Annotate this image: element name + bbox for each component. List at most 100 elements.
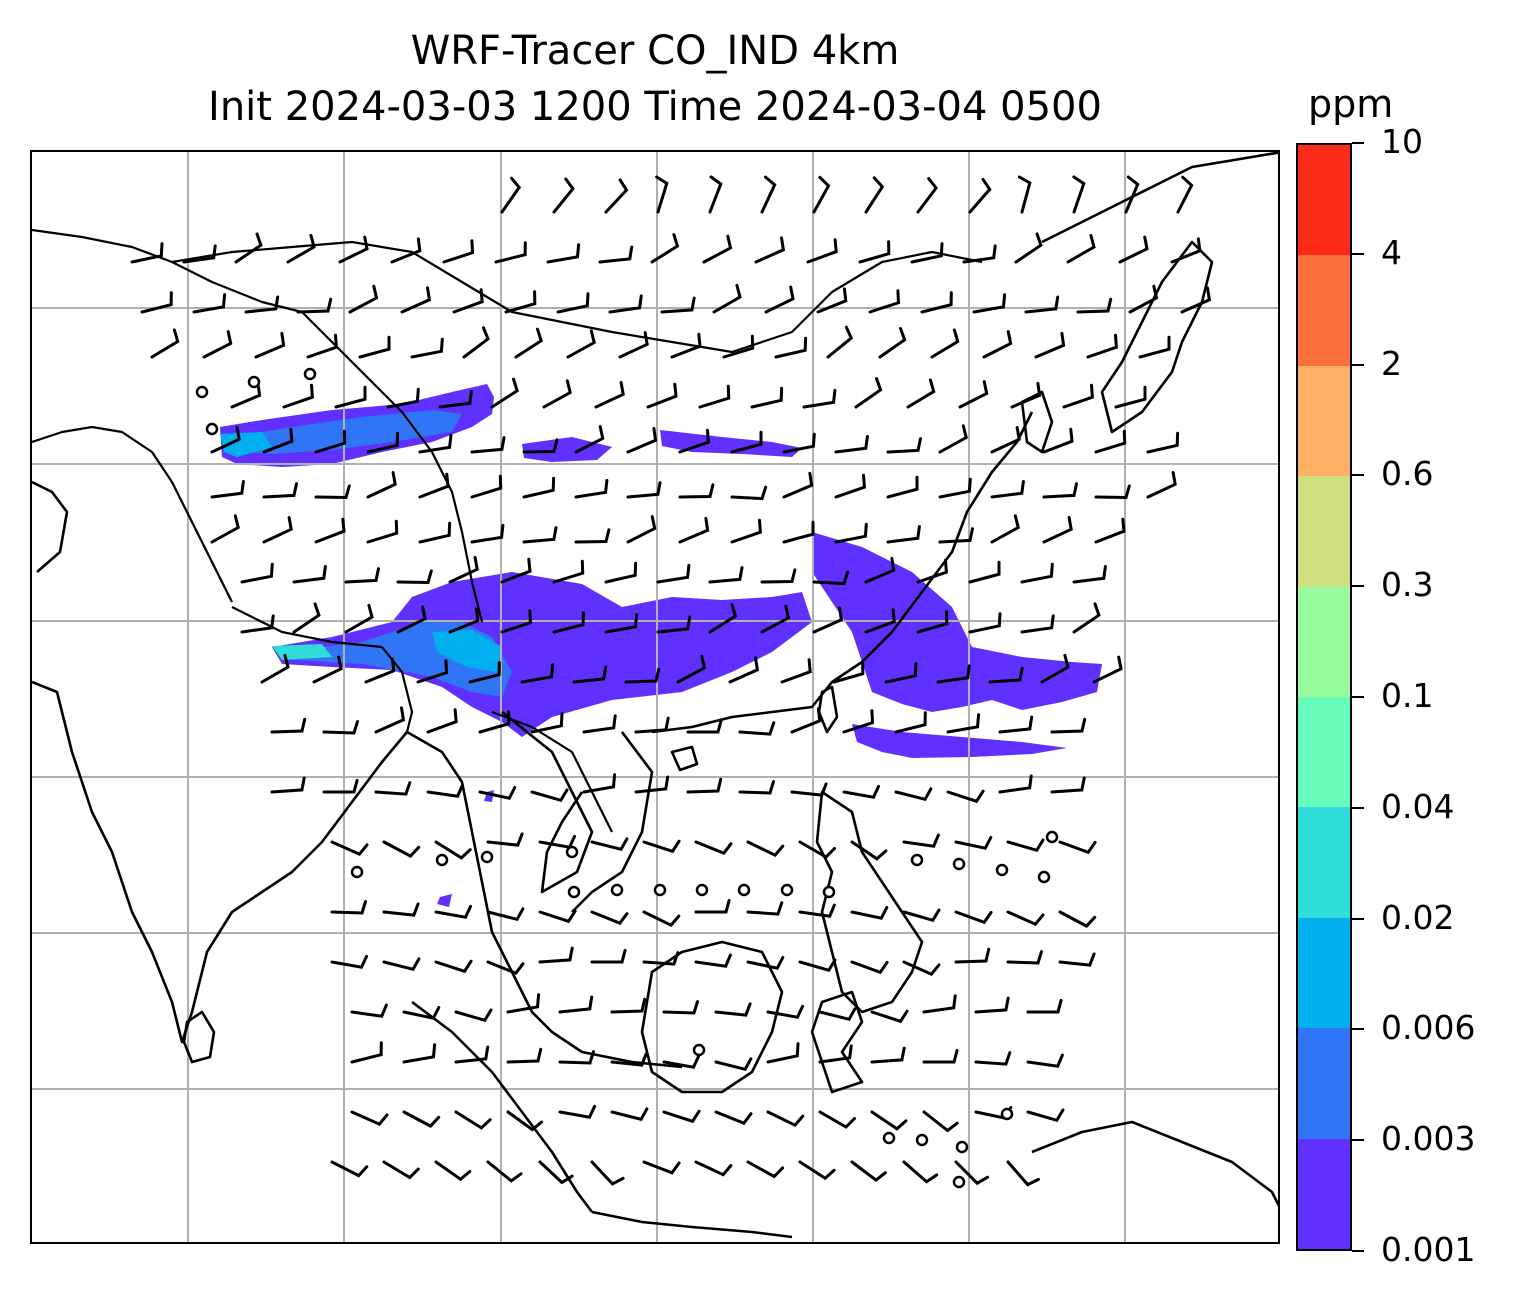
- calm-wind-marker: [915, 1133, 929, 1147]
- wind-barb: [712, 283, 742, 314]
- wind-barb: [662, 1054, 701, 1069]
- wind-barb: [604, 178, 629, 214]
- wind-barb: [344, 567, 380, 584]
- wind-barb: [192, 293, 227, 314]
- calm-wind-marker: [303, 367, 317, 381]
- colorbar-tick-label: 0.04: [1381, 786, 1455, 826]
- wind-barb: [930, 328, 960, 359]
- wind-barb: [806, 238, 838, 264]
- wind-barb: [746, 1160, 785, 1179]
- wind-barb: [902, 908, 941, 923]
- wind-barb: [812, 175, 831, 214]
- colorbar-tick: [1352, 142, 1364, 144]
- map-panel[interactable]: [30, 150, 1280, 1244]
- coastline-arabian: [32, 480, 69, 573]
- wind-barb: [286, 233, 316, 264]
- tracer-plume-main: [272, 572, 812, 737]
- wind-barb: [968, 177, 992, 214]
- wind-barb: [842, 784, 881, 799]
- wind-barb: [1058, 840, 1097, 855]
- wind-barb: [322, 720, 359, 735]
- colorbar-tick: [1352, 252, 1364, 255]
- wind-barb: [292, 602, 321, 634]
- wind-barb: [626, 481, 662, 499]
- wind-barb: [1040, 653, 1070, 684]
- wind-barb: [358, 335, 391, 359]
- wind-barb: [1026, 1108, 1065, 1123]
- wind-barb: [1006, 950, 1043, 965]
- calm-wind-marker: [435, 853, 449, 867]
- wind-barb: [396, 605, 427, 634]
- map-title-line-2: Init 2024-03-03 1200 Time 2024-03-04 050…: [208, 84, 1102, 130]
- wind-barb-layer: [130, 175, 1212, 1187]
- wind-barb: [552, 611, 585, 634]
- wind-barb: [1072, 175, 1086, 214]
- wind-barb: [230, 381, 262, 409]
- wind-barb: [1050, 717, 1087, 734]
- wind-barb: [968, 560, 1001, 584]
- wind-barb: [552, 177, 575, 214]
- colorbar-swatch: [1298, 1138, 1350, 1249]
- wind-barb: [782, 471, 814, 499]
- wind-barb: [542, 379, 572, 409]
- wind-barb: [870, 1046, 906, 1064]
- wind-barb: [330, 900, 367, 915]
- wind-barb: [1014, 232, 1043, 264]
- wind-barb: [330, 840, 369, 857]
- wind-barb: [974, 996, 1010, 1014]
- wind-barb: [366, 471, 397, 499]
- wind-barb: [400, 286, 432, 314]
- wind-barb: [210, 426, 241, 454]
- wind-barb: [650, 233, 680, 264]
- wind-barb: [782, 432, 816, 454]
- wind-barb: [442, 239, 475, 264]
- wind-barb: [520, 663, 555, 684]
- colorbar-swatch: [1298, 1028, 1350, 1139]
- calm-wind-marker: [955, 1140, 969, 1154]
- colorbar-swatch: [1298, 917, 1350, 1029]
- wind-barb: [462, 326, 490, 359]
- wind-barb: [746, 840, 785, 858]
- wind-barb: [678, 516, 710, 544]
- wind-barb: [618, 331, 649, 359]
- wind-barb: [1170, 237, 1202, 264]
- calm-wind-marker: [882, 1131, 896, 1145]
- wind-barb: [610, 1052, 648, 1067]
- wind-barb: [702, 234, 733, 264]
- calm-wind-marker: [1000, 1107, 1014, 1121]
- colorbar-tick-label: 4: [1381, 232, 1402, 272]
- wind-barb: [708, 603, 738, 634]
- wind-barb: [624, 667, 661, 684]
- wind-barb: [292, 565, 327, 584]
- sri-lanka: [182, 1010, 216, 1064]
- calm-wind-marker: [737, 883, 751, 897]
- wind-barb: [626, 426, 658, 454]
- wind-barb: [448, 556, 479, 584]
- wind-barb: [416, 659, 449, 684]
- coastline-myanmar-thai: [406, 730, 683, 1069]
- wind-barb: [574, 425, 605, 454]
- colorbar-tick: [1352, 917, 1364, 920]
- wind-barb: [486, 1160, 523, 1183]
- wind-barb: [396, 569, 433, 585]
- calm-wind-marker: [480, 850, 494, 864]
- wind-barb: [894, 787, 933, 802]
- wind-barb: [500, 557, 532, 584]
- wind-barb: [798, 903, 836, 918]
- wind-barb: [1058, 910, 1097, 928]
- wind-barb: [1026, 998, 1063, 1014]
- wind-barb: [364, 657, 396, 684]
- wind-barb: [150, 328, 180, 359]
- wind-barb: [738, 780, 775, 795]
- colorbar-tick: [1352, 474, 1364, 477]
- wind-barb: [486, 960, 525, 976]
- wind-barb: [386, 387, 420, 409]
- wind-barb: [426, 708, 458, 734]
- wind-barb: [864, 176, 885, 214]
- wind-barb: [556, 292, 590, 314]
- wind-barb: [655, 175, 669, 214]
- wind-barb: [974, 1051, 1012, 1066]
- taiwan: [817, 685, 839, 734]
- wind-barb: [558, 1050, 595, 1065]
- calm-wind-marker: [350, 865, 364, 879]
